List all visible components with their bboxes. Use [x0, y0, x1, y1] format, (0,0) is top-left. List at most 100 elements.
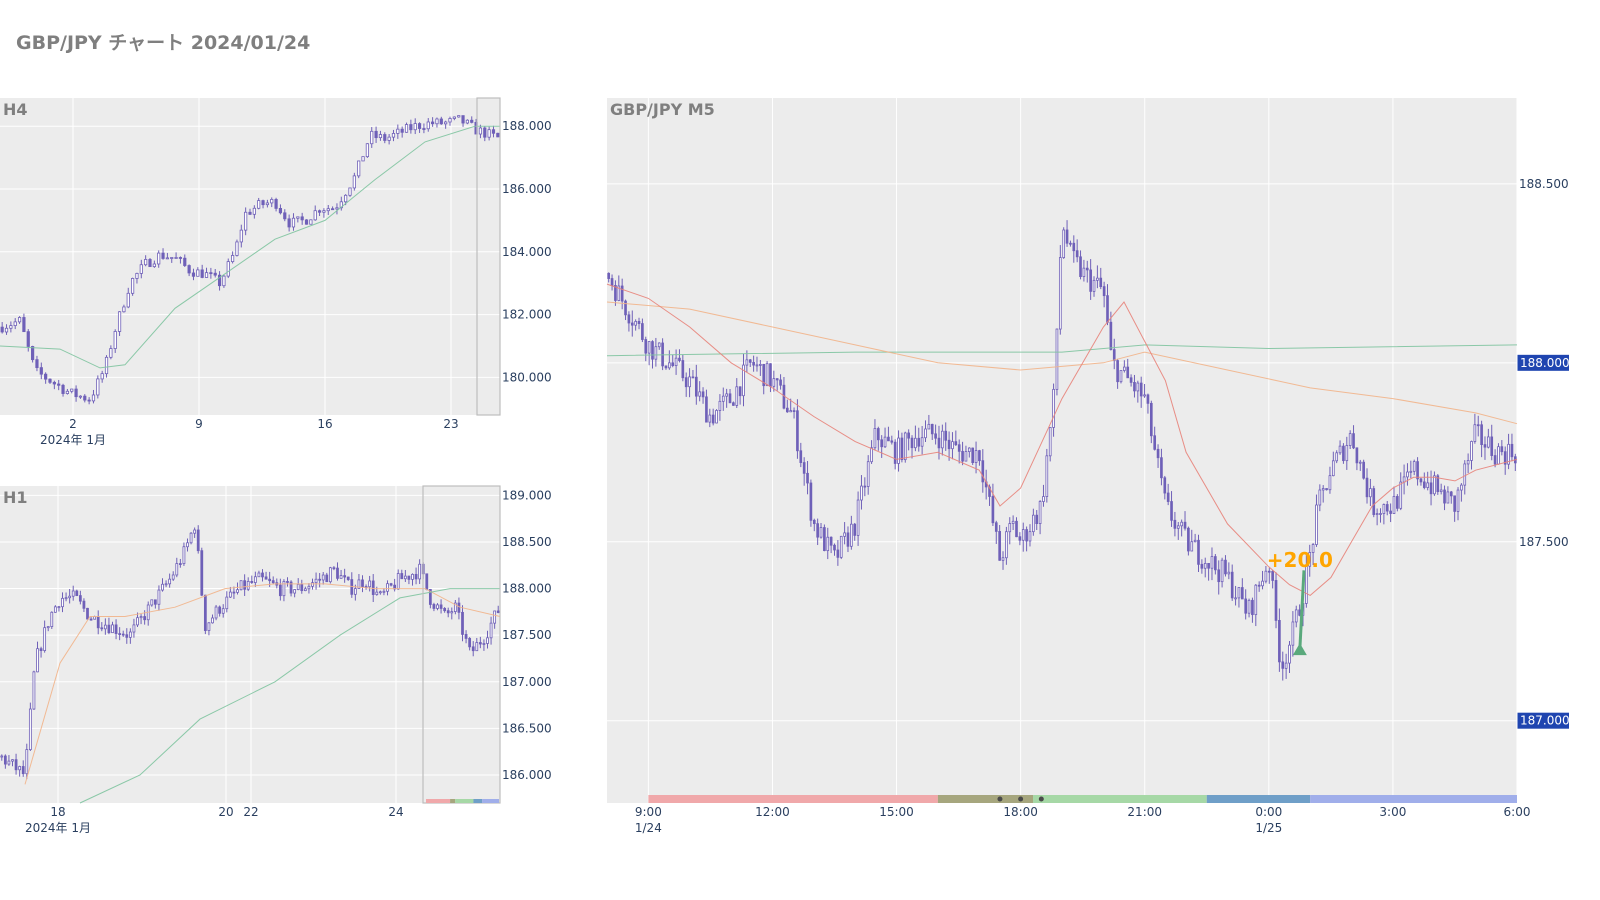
- panel-3-candle-body: [1015, 520, 1018, 538]
- panel-2-moving-average-2: [79, 588, 500, 804]
- panel-1-candle-body: [396, 128, 400, 134]
- panel-2-candle-body: [14, 759, 18, 771]
- panel-2-y-tick-label: 186.000: [502, 768, 552, 782]
- panel-3-candle-body: [1048, 427, 1052, 457]
- panel-3-candle-body: [651, 341, 654, 360]
- panel-1-highlight-region: [476, 97, 501, 416]
- panel-3-x-date-label: 1/24: [635, 821, 662, 835]
- panel-2-candle-body: [425, 573, 429, 590]
- panel-2-candle-body: [168, 578, 172, 585]
- panel-3-candle-body: [1082, 267, 1086, 278]
- panel-3-candle-body: [1230, 571, 1234, 599]
- panel-3-candle-body: [853, 523, 857, 536]
- panel-3-candle-body: [1345, 445, 1349, 462]
- panel-3-candle-body: [1089, 269, 1092, 292]
- panel-3-candle-body: [866, 461, 870, 487]
- panel-2-candle-body: [318, 578, 322, 581]
- panel-2-candle-body: [361, 579, 364, 587]
- panel-3-candle-body: [1210, 556, 1214, 569]
- panel-3-candle-body: [806, 472, 809, 484]
- panel-2-candle-body: [293, 589, 297, 594]
- panel-3-candle-body: [1463, 463, 1467, 486]
- panel-3-candle-body: [1251, 599, 1254, 616]
- panel-1-candle-body: [331, 208, 335, 211]
- panel-3-candle-body: [1123, 366, 1126, 371]
- panel-2-candle-body: [468, 638, 472, 648]
- panel-2-candle-body: [375, 591, 379, 595]
- panel-2-candle-body: [161, 583, 164, 591]
- panel-1-candle-body: [339, 201, 343, 209]
- panel-1-candle-body: [144, 259, 148, 266]
- panel-1-candle-body: [387, 136, 391, 141]
- panel-2-candle-body: [175, 563, 179, 576]
- panel-1-candle-body: [148, 259, 152, 268]
- panel-3-candle-body: [752, 361, 755, 366]
- panel-3-candle-body: [1365, 477, 1369, 498]
- panel-3-candle-body: [910, 437, 914, 449]
- panel-2-x-tick-label: 22: [243, 805, 258, 819]
- panel-3-candle-body: [1224, 559, 1227, 575]
- panel-1-candle-body: [400, 128, 404, 133]
- panel-1-candle-body: [104, 356, 109, 375]
- panel-1-candle-body: [17, 317, 22, 323]
- panel-1-candle-body: [78, 395, 83, 398]
- panel-3-candle-body: [998, 531, 1001, 561]
- panel-1-candle-body: [31, 346, 35, 361]
- panel-3-candle-body: [738, 386, 742, 397]
- panel-3-candle-body: [769, 363, 772, 387]
- panel-3-candle-body: [1422, 481, 1426, 488]
- panel-3-candle-body: [1318, 489, 1322, 506]
- panel-2-candle-body: [403, 575, 407, 580]
- panel-3-candle-body: [1187, 527, 1190, 552]
- panel-1-candle-body: [178, 257, 183, 259]
- panel-2-candle-body: [453, 602, 457, 612]
- panel-3-candle-body: [1460, 484, 1463, 491]
- panel-3-candle-body: [630, 322, 634, 326]
- panel-3-x-tick-label: 21:00: [1127, 805, 1162, 819]
- panel-2-candle-body: [357, 579, 361, 589]
- panel-3-candle-body: [1342, 445, 1345, 462]
- panel-2-candle-body: [321, 574, 325, 581]
- panel-2-x-date-label: 2024年 1月: [25, 821, 91, 835]
- panel-2-candle-body: [325, 574, 329, 583]
- panel-2-candle-body: [196, 529, 200, 552]
- panel-3-candle-body: [1193, 539, 1197, 543]
- panel-2-y-tick-label: 188.000: [502, 582, 552, 596]
- panel-3-candle-body: [1443, 489, 1446, 504]
- panel-3-x-tick-label: 15:00: [879, 805, 914, 819]
- panel-2-candle-body: [371, 580, 375, 595]
- panel-2-plot-area: [0, 486, 500, 803]
- panel-3-candle-body: [1274, 580, 1278, 621]
- panel-3-candle-body: [688, 376, 691, 388]
- panel-1-candle-body: [183, 257, 187, 266]
- panel-2-candle-body: [486, 637, 489, 644]
- panel-2-candle-body: [0, 755, 4, 758]
- panel-1-candle-body: [278, 208, 283, 214]
- panel-3-candle-body: [1338, 445, 1342, 454]
- panel-3-candle-body: [1149, 402, 1153, 437]
- panel-2-candle-body: [250, 580, 254, 583]
- panel-1-candle-body: [457, 115, 461, 118]
- panel-3-candle-body: [802, 462, 806, 474]
- panel-3-candle-body: [718, 400, 722, 411]
- panel-2-y-tick-label: 187.500: [502, 628, 552, 642]
- panel-3-candle-body: [920, 437, 924, 447]
- panel-3-candle-body: [745, 359, 749, 366]
- panel-3-candle-body: [681, 360, 685, 379]
- panel-1-x-date-label: 2024年 1月: [40, 433, 106, 447]
- panel-1-candle-body: [435, 118, 439, 125]
- panel-3-candle-body: [1237, 587, 1241, 599]
- panel-2-candle-body: [443, 608, 447, 612]
- panel-2-candle-body: [257, 572, 261, 578]
- panel-3-candle-body: [1203, 563, 1207, 569]
- panel-1-candle-body: [378, 134, 383, 139]
- panel-3-candle-body: [961, 450, 964, 462]
- panel-1-candle-body: [4, 327, 9, 333]
- panel-1-candle-body: [274, 199, 278, 209]
- panel-3-candle-body: [964, 451, 968, 462]
- panel-3-candle-body: [903, 432, 907, 461]
- panel-2-candle-body: [471, 646, 475, 652]
- panel-3-candle-body: [1028, 531, 1032, 542]
- panel-3-candle-body: [1305, 565, 1308, 604]
- panel-3-session-segment: [648, 795, 938, 803]
